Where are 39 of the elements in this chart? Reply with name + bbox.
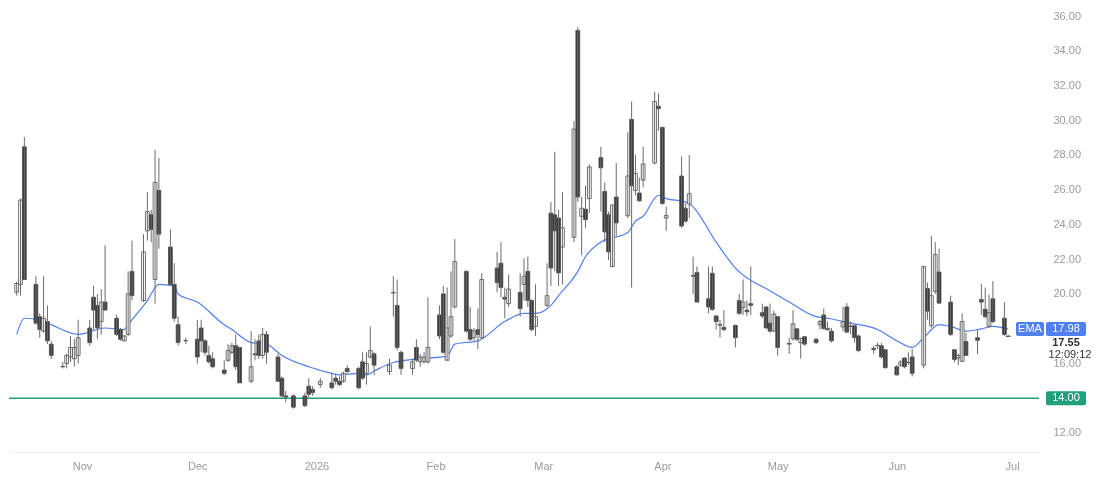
candlestick <box>387 358 392 376</box>
ref-line-label: 14.00 <box>1052 391 1080 404</box>
y-tick-label: 12.00 <box>1053 426 1082 439</box>
y-tick-label: 32.00 <box>1053 78 1082 91</box>
x-tick-label: Jul <box>1005 459 1020 472</box>
candlestick <box>748 265 754 316</box>
y-tick-label: 26.00 <box>1053 183 1082 196</box>
x-tick-label: 2026 <box>304 459 330 472</box>
y-tick-label: 30.00 <box>1053 113 1082 126</box>
candlestick <box>909 348 915 377</box>
text: 17.98 <box>1052 322 1080 335</box>
candlestick <box>329 372 335 390</box>
legend-label: EMA <box>1018 322 1043 335</box>
candlestick <box>894 364 900 377</box>
y-tick-label: 34.00 <box>1053 44 1082 57</box>
x-tick-label: Nov <box>72 459 93 472</box>
y-tick-label: 36.00 <box>1053 9 1082 22</box>
x-tick-label: Feb <box>426 459 446 472</box>
x-tick-label: May <box>767 459 790 472</box>
y-tick-label: 20.00 <box>1053 287 1082 300</box>
candlestick <box>364 351 369 386</box>
text: 12:09:12 <box>1048 348 1092 361</box>
candlestick <box>902 356 907 369</box>
x-tick-label: Dec <box>188 459 209 472</box>
y-tick-label: 24.00 <box>1053 217 1082 230</box>
y-tick-label: 22.00 <box>1053 252 1082 265</box>
candlestick <box>975 329 980 355</box>
candlestick <box>291 393 296 410</box>
x-tick-label: Jun <box>888 459 907 472</box>
candlestick <box>686 154 692 219</box>
candlestick <box>341 371 346 384</box>
text: 17.55 <box>1052 336 1080 349</box>
y-tick-label: 28.00 <box>1053 148 1082 161</box>
candlestick <box>979 283 984 316</box>
x-tick-label: Mar <box>534 459 554 472</box>
candlestick <box>560 191 565 285</box>
x-tick-label: Apr <box>654 459 672 472</box>
candlestick <box>533 283 538 337</box>
candlestick <box>663 206 669 232</box>
